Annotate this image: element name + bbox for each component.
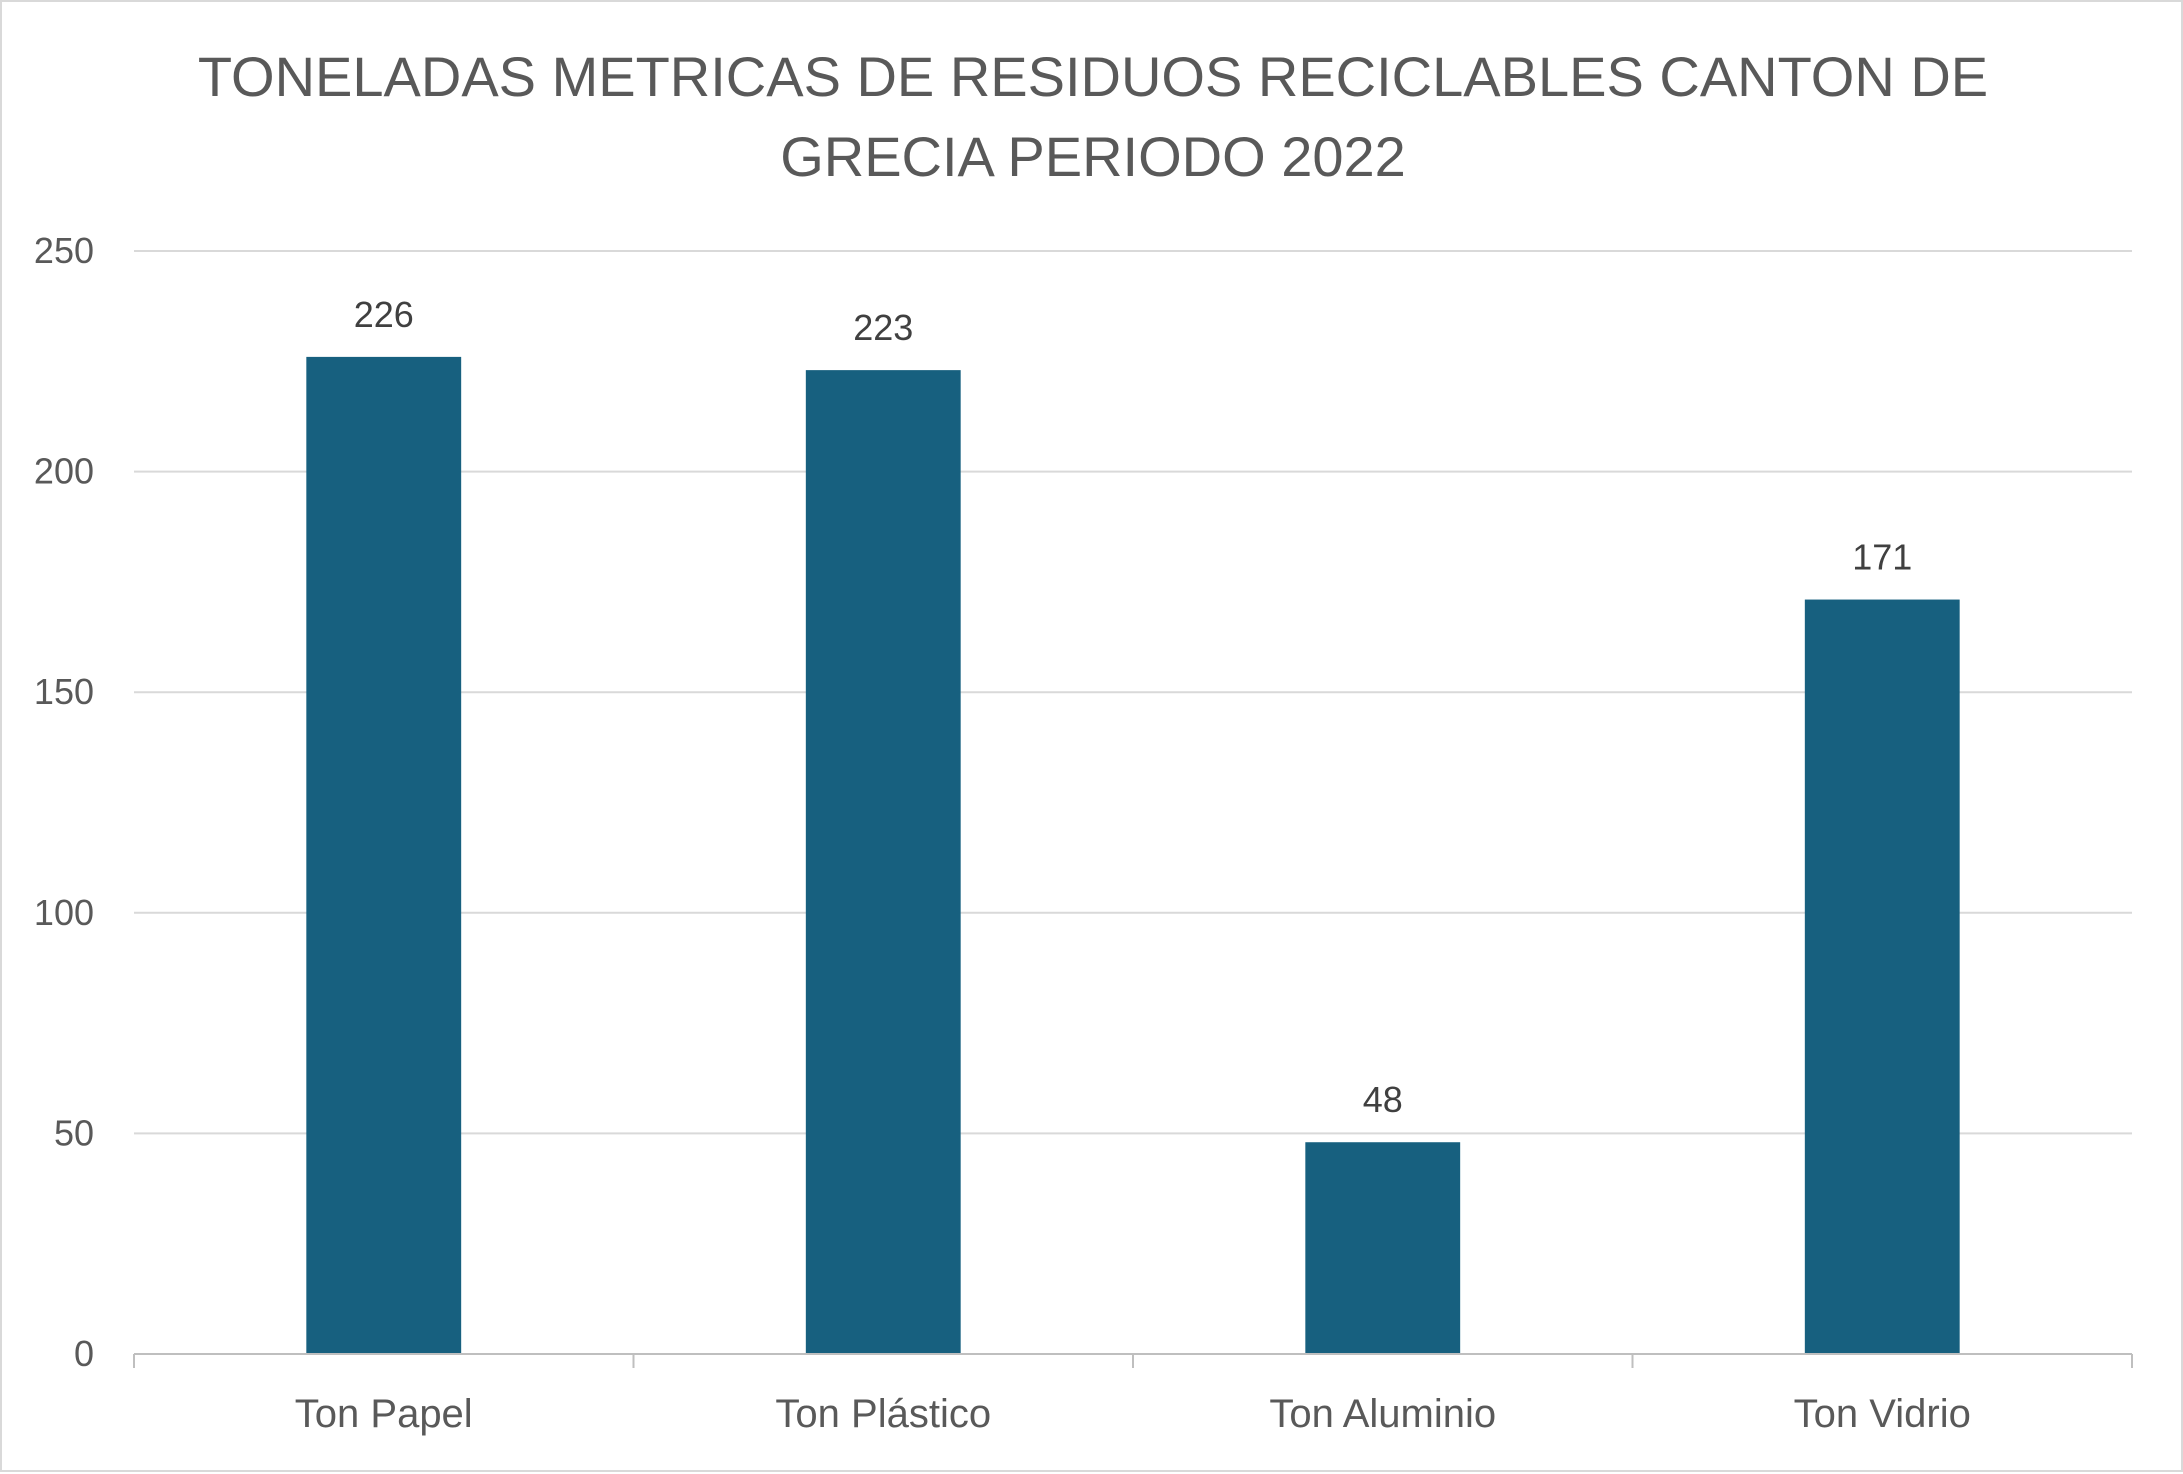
y-tick-label: 250 [34,230,94,271]
data-label: 226 [354,294,414,335]
bar [306,356,462,1354]
data-label: 48 [1363,1079,1403,1120]
bars [306,356,1960,1354]
y-tick-label: 50 [54,1112,94,1153]
bar [805,370,961,1354]
x-category-label: Ton Aluminio [1269,1392,1496,1436]
y-tick-label: 0 [74,1333,94,1374]
x-axis-category-labels: Ton Papel Ton Plástico Ton Aluminio Ton Vid… [295,1392,1971,1436]
data-labels: 226 223 48 171 [354,294,1913,1120]
y-axis-tick-labels: 0 50 100 150 200 250 [34,230,94,1374]
y-tick-label: 200 [34,451,94,492]
bar [1804,599,1960,1354]
x-category-label: Ton Vidrio [1794,1392,1971,1436]
bar [1305,1142,1461,1354]
y-tick-label: 100 [34,892,94,933]
chart-title-line-1: TONELADAS METRICAS DE RESIDUOS RECICLABL… [198,45,1988,108]
x-category-label: Ton Papel [295,1392,473,1436]
x-category-label: Ton Plástico [775,1392,991,1436]
y-tick-label: 150 [34,671,94,712]
gridlines [134,250,2132,1135]
chart-title-line-2: GRECIA PERIODO 2022 [780,125,1406,188]
data-label: 223 [853,307,913,348]
data-label: 171 [1852,537,1912,578]
x-axis [133,1353,2133,1368]
